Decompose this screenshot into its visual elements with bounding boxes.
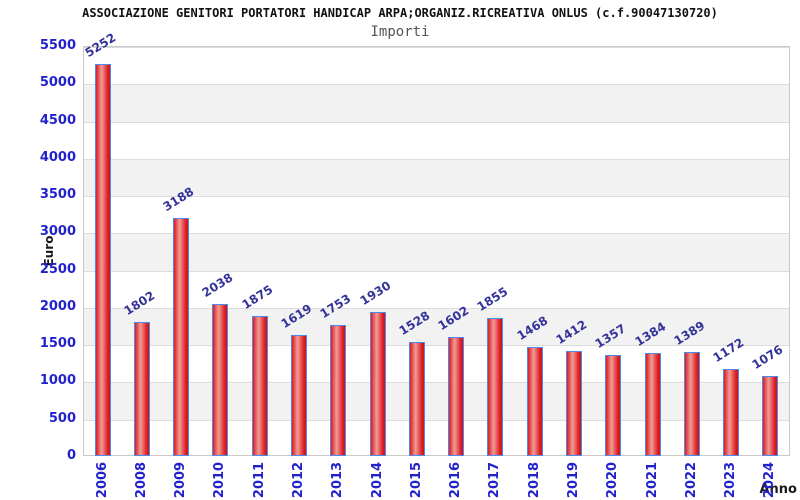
x-tick-label: 2024	[762, 461, 778, 499]
bar	[251, 316, 268, 456]
bar	[369, 312, 386, 456]
grid-line	[84, 345, 789, 347]
grid-line	[84, 47, 789, 48]
bar	[291, 335, 308, 456]
bar	[448, 336, 465, 456]
grid-band	[84, 307, 789, 346]
y-tick-label: 2000	[39, 298, 76, 314]
chart-title: ASSOCIAZIONE GENITORI PORTATORI HANDICAP…	[82, 6, 718, 20]
x-tick-label: 2015	[408, 461, 424, 499]
bar	[408, 342, 425, 456]
y-tick-label: 1000	[39, 373, 76, 389]
x-tick-label: 2017	[487, 461, 503, 499]
x-tick-label: 2022	[683, 461, 699, 499]
bar	[565, 350, 582, 456]
bar	[212, 304, 229, 456]
bar	[94, 64, 111, 456]
x-tick-label: 2008	[133, 461, 149, 499]
plot-area	[83, 46, 790, 456]
x-tick-label: 2009	[173, 461, 189, 499]
grid-line	[84, 233, 789, 235]
bar	[173, 218, 190, 456]
grid-band	[84, 233, 789, 271]
x-tick-label: 2020	[605, 461, 621, 499]
grid-line	[84, 419, 789, 421]
bar	[487, 317, 504, 456]
y-tick-label: 4500	[39, 112, 76, 128]
y-tick-label: 1500	[39, 336, 76, 352]
x-tick-label: 2011	[251, 461, 267, 499]
y-tick-label: 3500	[39, 187, 76, 203]
x-tick-label: 2006	[94, 461, 110, 499]
x-tick-label: 2014	[369, 461, 385, 499]
x-tick-label: 2010	[212, 461, 228, 499]
y-tick-label: 5500	[39, 38, 76, 53]
grid-line	[84, 307, 789, 309]
y-tick-label: 3000	[39, 224, 76, 240]
bar	[526, 346, 543, 456]
y-tick-label: 5000	[39, 75, 76, 91]
y-tick-label: 2500	[39, 261, 76, 277]
grid-line	[84, 121, 789, 123]
grid-line	[84, 382, 789, 384]
grid-line	[84, 196, 789, 198]
y-tick-label: 500	[48, 410, 76, 426]
x-tick-label: 2021	[644, 461, 660, 499]
bar	[723, 368, 740, 456]
bar	[683, 352, 700, 456]
bar	[605, 354, 622, 456]
bar	[330, 325, 347, 456]
x-tick-label: 2018	[526, 461, 542, 499]
grid-band	[84, 84, 789, 122]
grid-line	[84, 270, 789, 272]
x-axis-title: Anno	[759, 482, 797, 497]
x-tick-label: 2016	[448, 461, 464, 499]
y-tick-label: 4000	[39, 149, 76, 165]
bar	[762, 375, 779, 456]
grid-band	[84, 382, 789, 420]
x-tick-label: 2019	[565, 461, 581, 499]
x-tick-label: 2012	[291, 461, 307, 499]
grid-line	[84, 84, 789, 86]
grid-line	[84, 158, 789, 160]
x-tick-label: 2023	[723, 461, 739, 499]
bar	[644, 352, 661, 456]
bar	[133, 321, 150, 456]
y-tick-label: 0	[66, 448, 76, 463]
grid-band	[84, 158, 789, 197]
chart-subtitle: Importi	[370, 24, 430, 40]
x-tick-label: 2013	[330, 461, 346, 499]
